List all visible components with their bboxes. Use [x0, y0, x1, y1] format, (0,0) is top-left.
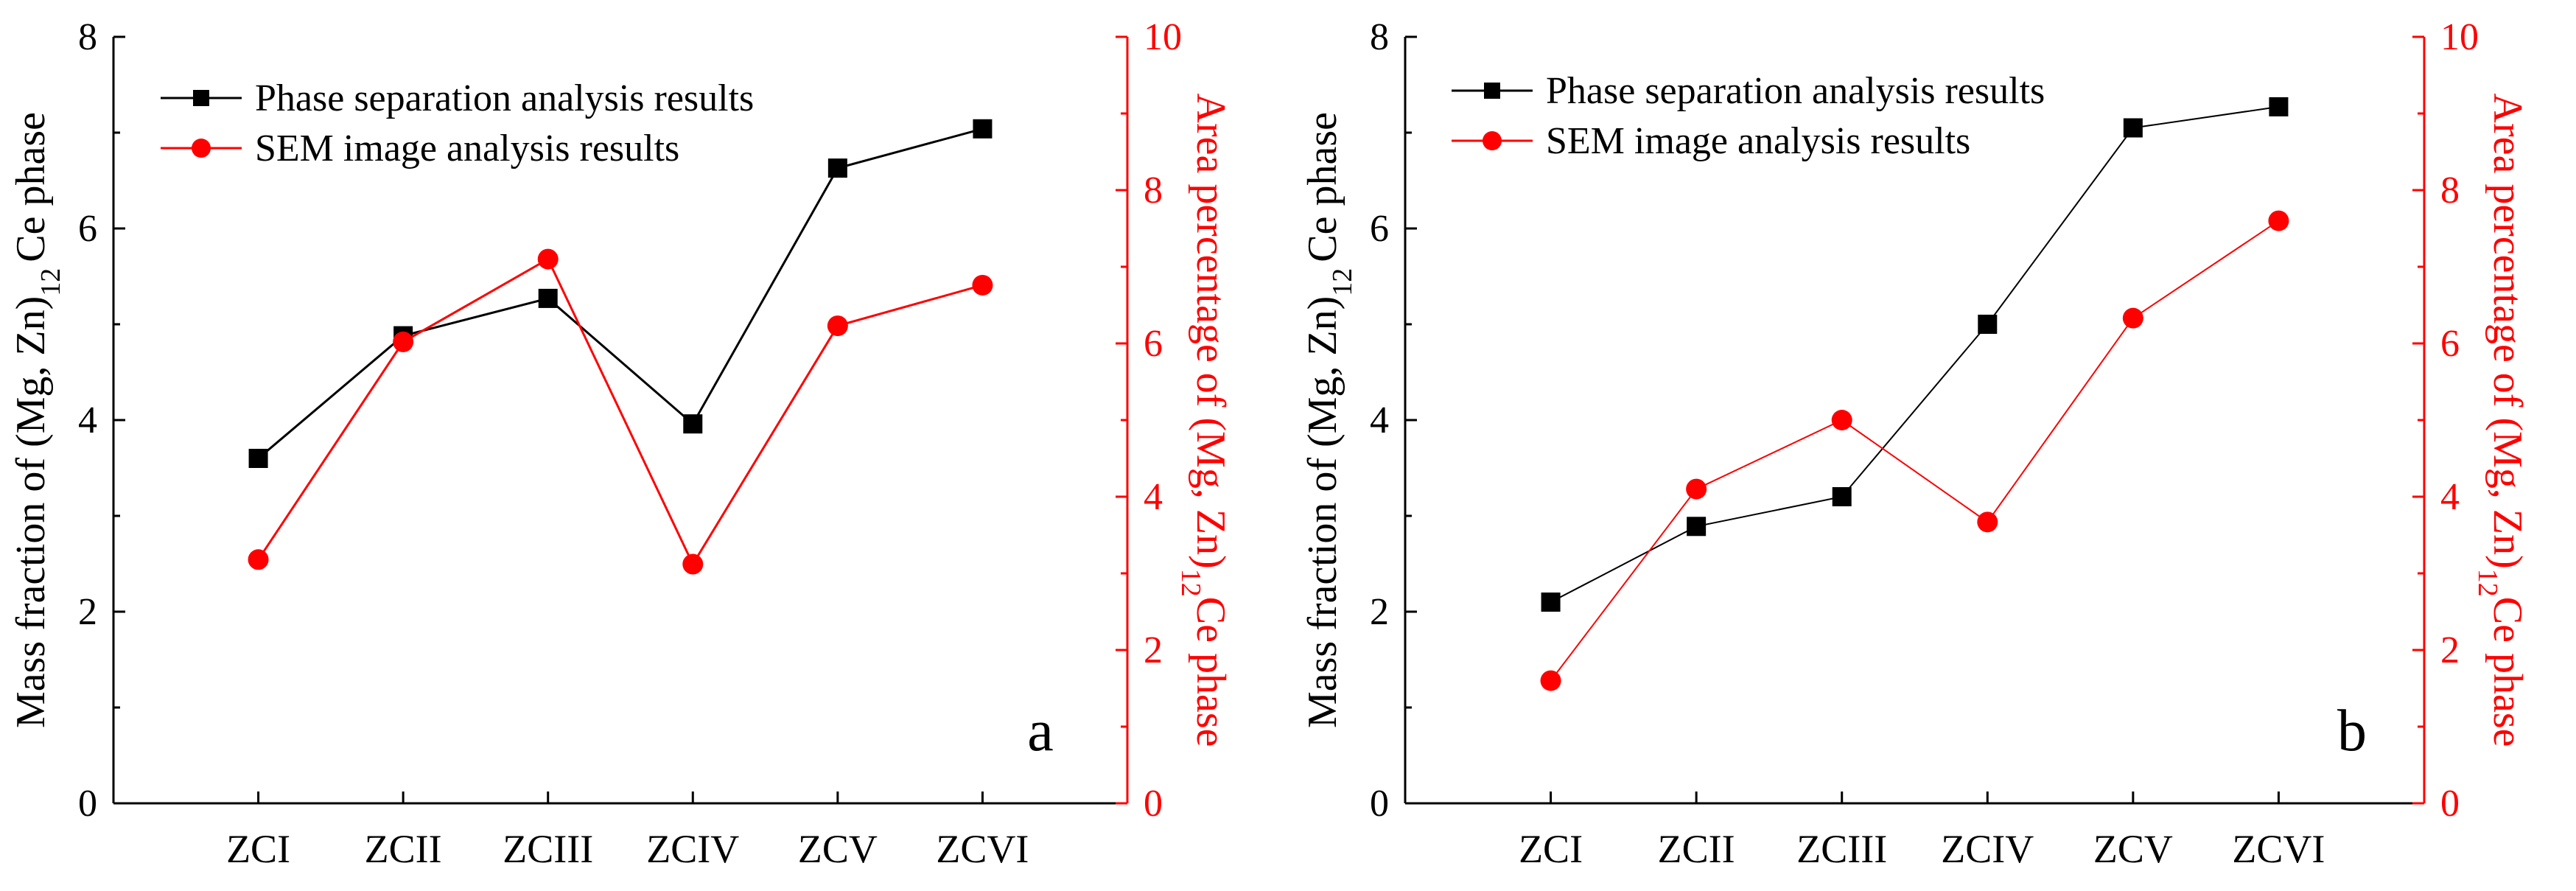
right-axis-title: Area percentage of (Mg, Zn)12Ce phase [2472, 94, 2530, 747]
panel-letter: a [1027, 699, 1054, 764]
sem-image-point [537, 248, 559, 270]
x-category-label: ZCVI [936, 827, 1029, 871]
left-axis-title-main: Mass fraction of (Mg, Zn) [1300, 296, 1345, 728]
right-axis-title-main: Area percentage of (Mg, Zn) [1188, 94, 1233, 569]
sem-image-point [1540, 670, 1561, 691]
phase-separation-point [1541, 593, 1561, 612]
sem-image-point [1686, 478, 1707, 500]
x-category-label: ZCIV [646, 827, 739, 871]
left-tick-label: 8 [1370, 16, 1389, 58]
right-tick-label: 8 [1144, 170, 1163, 212]
right-tick-label: 0 [1144, 783, 1163, 825]
x-category-label: ZCI [226, 827, 290, 871]
right-tick-label: 4 [2440, 476, 2460, 518]
phase-separation-point [248, 449, 268, 468]
left-tick-label: 2 [1370, 591, 1389, 633]
phase-separation-point [1832, 487, 1852, 506]
left-axis-title-tail: Ce phase [8, 112, 54, 262]
right-axis-title-subscript: 12 [1175, 569, 1206, 597]
sem-image-point [972, 274, 993, 296]
left-tick-label: 0 [1370, 783, 1389, 825]
right-axis-title-subscript: 12 [2472, 569, 2503, 597]
x-category-label: ZCIII [1796, 827, 1887, 871]
left-axis-title-subscript: 12 [1327, 268, 1358, 296]
left-axis-title: Mass fraction of (Mg, Zn)12 Ce phase [1300, 112, 1358, 728]
sem-image-point [827, 315, 848, 337]
right-tick-label: 4 [1144, 476, 1163, 518]
legend-label: Phase separation analysis results [1546, 70, 2045, 112]
right-tick-label: 8 [2440, 170, 2460, 212]
chart-panel-b: 0 2 4 6 8 0 2 4 6 8 10 ZCI ZCII ZCIII ZCIV ZCV ZCVI Mass … [1300, 16, 2530, 871]
x-category-label: ZCV [798, 827, 878, 871]
right-tick-label: 10 [2440, 16, 2479, 58]
phase-separation-point [538, 288, 558, 308]
right-tick-label: 10 [1144, 16, 1182, 58]
right-tick-label: 0 [2440, 783, 2460, 825]
series-line-phase-separation [257, 127, 983, 460]
right-axis-title-main: Area percentage of (Mg, Zn) [2485, 94, 2530, 569]
phase-separation-point [1978, 315, 1998, 334]
x-category-label: ZCIII [503, 827, 593, 871]
sem-image-point [1831, 410, 1852, 430]
legend-label: SEM image analysis results [255, 127, 679, 170]
x-category-label: ZCII [365, 827, 442, 871]
right-tick-label: 6 [2440, 323, 2460, 365]
legend-square-marker [1484, 83, 1500, 99]
phase-separation-point [2123, 118, 2143, 138]
right-tick-label: 6 [1144, 323, 1163, 365]
left-tick-label: 4 [78, 399, 97, 441]
phase-separation-point [827, 158, 847, 178]
left-tick-label: 4 [1370, 399, 1389, 441]
right-axis-title-tail: Ce phase [1188, 597, 1233, 747]
left-tick-label: 2 [78, 591, 97, 633]
phase-separation-point [2269, 97, 2289, 116]
phase-separation-point [1687, 517, 1707, 537]
legend-circle-marker [192, 139, 211, 158]
legend-circle-marker [1483, 131, 1502, 150]
sem-image-point [682, 553, 704, 575]
x-category-label: ZCI [1519, 827, 1583, 871]
left-tick-label: 8 [78, 16, 97, 58]
legend-label: Phase separation analysis results [255, 77, 754, 119]
series-line-phase-separation [1550, 105, 2279, 603]
panel-letter: b [2337, 699, 2367, 764]
right-tick-label: 2 [2440, 629, 2460, 671]
right-axis-title: Area percentage of (Mg, Zn)12Ce phase [1175, 94, 1233, 747]
x-category-label: ZCV [2093, 827, 2173, 871]
sem-image-point [2268, 210, 2289, 231]
left-axis-title-main: Mass fraction of (Mg, Zn) [8, 296, 54, 728]
right-tick-label: 2 [1144, 629, 1163, 671]
right-axis-title-tail: Ce phase [2485, 597, 2530, 747]
series-line-sem-image [1550, 220, 2279, 682]
x-category-label: ZCIV [1941, 827, 2034, 871]
series-line-sem-image [257, 257, 983, 567]
legend-label: SEM image analysis results [1546, 120, 1970, 162]
sem-image-point [248, 549, 269, 570]
left-axis-title-tail: Ce phase [1300, 112, 1345, 262]
sem-image-point [2122, 307, 2143, 329]
chart-panel-a: 0 2 4 6 8 0 2 4 6 8 10 ZCI ZCII ZCIII ZCIV ZCV ZCVI Mass … [8, 16, 1233, 871]
left-axis-title-subscript: 12 [35, 268, 66, 296]
sem-image-point [393, 331, 414, 352]
left-tick-label: 0 [78, 783, 97, 825]
sem-image-point [1977, 511, 1998, 533]
left-axis-title: Mass fraction of (Mg, Zn)12 Ce phase [8, 112, 66, 728]
phase-separation-point [973, 119, 993, 139]
x-category-label: ZCVI [2232, 827, 2325, 871]
left-tick-label: 6 [78, 208, 97, 250]
legend-square-marker [193, 90, 209, 106]
x-category-label: ZCII [1658, 827, 1735, 871]
left-tick-label: 6 [1370, 208, 1389, 250]
phase-separation-point [683, 414, 703, 434]
